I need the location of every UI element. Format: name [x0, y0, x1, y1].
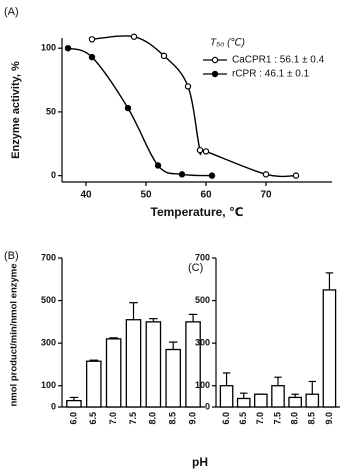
y-axis-label: nmol product/min/nmol enzyme — [9, 263, 20, 406]
y-tick-label: 500 — [41, 295, 56, 305]
data-point — [202, 148, 210, 155]
y-tick-label: 100 — [195, 380, 210, 390]
bar — [66, 399, 82, 408]
data-point — [88, 36, 96, 43]
y-tick-label: 500 — [195, 295, 210, 305]
fit-curve — [91, 35, 297, 178]
y-tick-label: 0 — [205, 401, 210, 411]
x-tick-label: 7.0 — [255, 412, 265, 425]
data-point — [178, 171, 186, 178]
data-point — [88, 53, 96, 61]
x-tick-label: 9.0 — [324, 412, 334, 425]
data-point — [262, 171, 270, 178]
y-tick-label: 700 — [41, 252, 56, 262]
data-point — [196, 146, 204, 154]
y-tick-label: 0 — [51, 170, 56, 180]
data-point — [130, 33, 138, 40]
y-tick-label: 50 — [46, 106, 56, 116]
x-tick-label: 6.0 — [68, 412, 78, 425]
legend-title: T₅₀ (℃) — [210, 38, 245, 49]
x-tick-label: 40 — [80, 190, 92, 201]
y-tick-label: 300 — [195, 338, 210, 348]
bar — [254, 393, 268, 408]
x-tick-label: 70 — [260, 190, 272, 201]
bar — [288, 396, 302, 408]
data-point — [154, 162, 162, 169]
x-tick-label: 6.5 — [238, 412, 248, 425]
x-tick-label: 60 — [200, 190, 212, 201]
x-tick-label: 8.5 — [168, 412, 178, 425]
fit-curve — [67, 47, 213, 177]
x-tick-label: 50 — [140, 190, 152, 201]
data-point — [124, 104, 132, 112]
x-axis-label: pH — [192, 455, 208, 469]
x-tick-label: 7.0 — [108, 412, 118, 425]
x-tick-label: 8.0 — [290, 412, 300, 425]
bar — [305, 393, 320, 408]
bar — [322, 289, 337, 408]
panel-label: (B) — [4, 250, 19, 262]
x-tick-label: 6.0 — [221, 412, 231, 425]
x-axis-label: Temperature, ℃ — [151, 205, 244, 219]
bar — [145, 321, 162, 408]
bar — [185, 321, 201, 408]
y-axis-label: Enzyme activity, % — [10, 61, 22, 159]
panel-label: (A) — [4, 6, 19, 18]
data-point — [184, 83, 192, 90]
x-tick-label: 9.0 — [187, 412, 197, 425]
bar — [219, 385, 234, 408]
y-tick-label: 100 — [41, 43, 56, 53]
x-tick-label: 7.5 — [128, 412, 138, 425]
bar — [125, 319, 142, 408]
y-tick-label: 700 — [195, 252, 210, 262]
legend-marker — [211, 56, 219, 64]
bar — [271, 385, 285, 408]
y-tick-label: 300 — [41, 338, 56, 348]
bar — [165, 348, 182, 408]
data-point — [208, 172, 216, 179]
x-tick-label: 8.0 — [148, 412, 158, 425]
y-tick-label: 100 — [41, 380, 56, 390]
legend-label: CaCPR1 : 56.1 ± 0.4 — [232, 55, 325, 66]
legend-marker — [211, 70, 219, 78]
legend-label: rCPR : 46.1 ± 0.1 — [232, 69, 310, 80]
bar — [105, 338, 122, 408]
y-tick-label: 0 — [51, 401, 56, 411]
bar — [236, 397, 251, 408]
x-tick-label: 8.5 — [307, 412, 317, 425]
bar — [85, 360, 102, 408]
data-point — [160, 52, 168, 60]
x-tick-label: 7.5 — [272, 412, 282, 425]
data-point — [64, 44, 72, 52]
data-point — [292, 172, 300, 179]
panel-label: (C) — [188, 262, 203, 274]
x-tick-label: 6.5 — [88, 412, 98, 425]
